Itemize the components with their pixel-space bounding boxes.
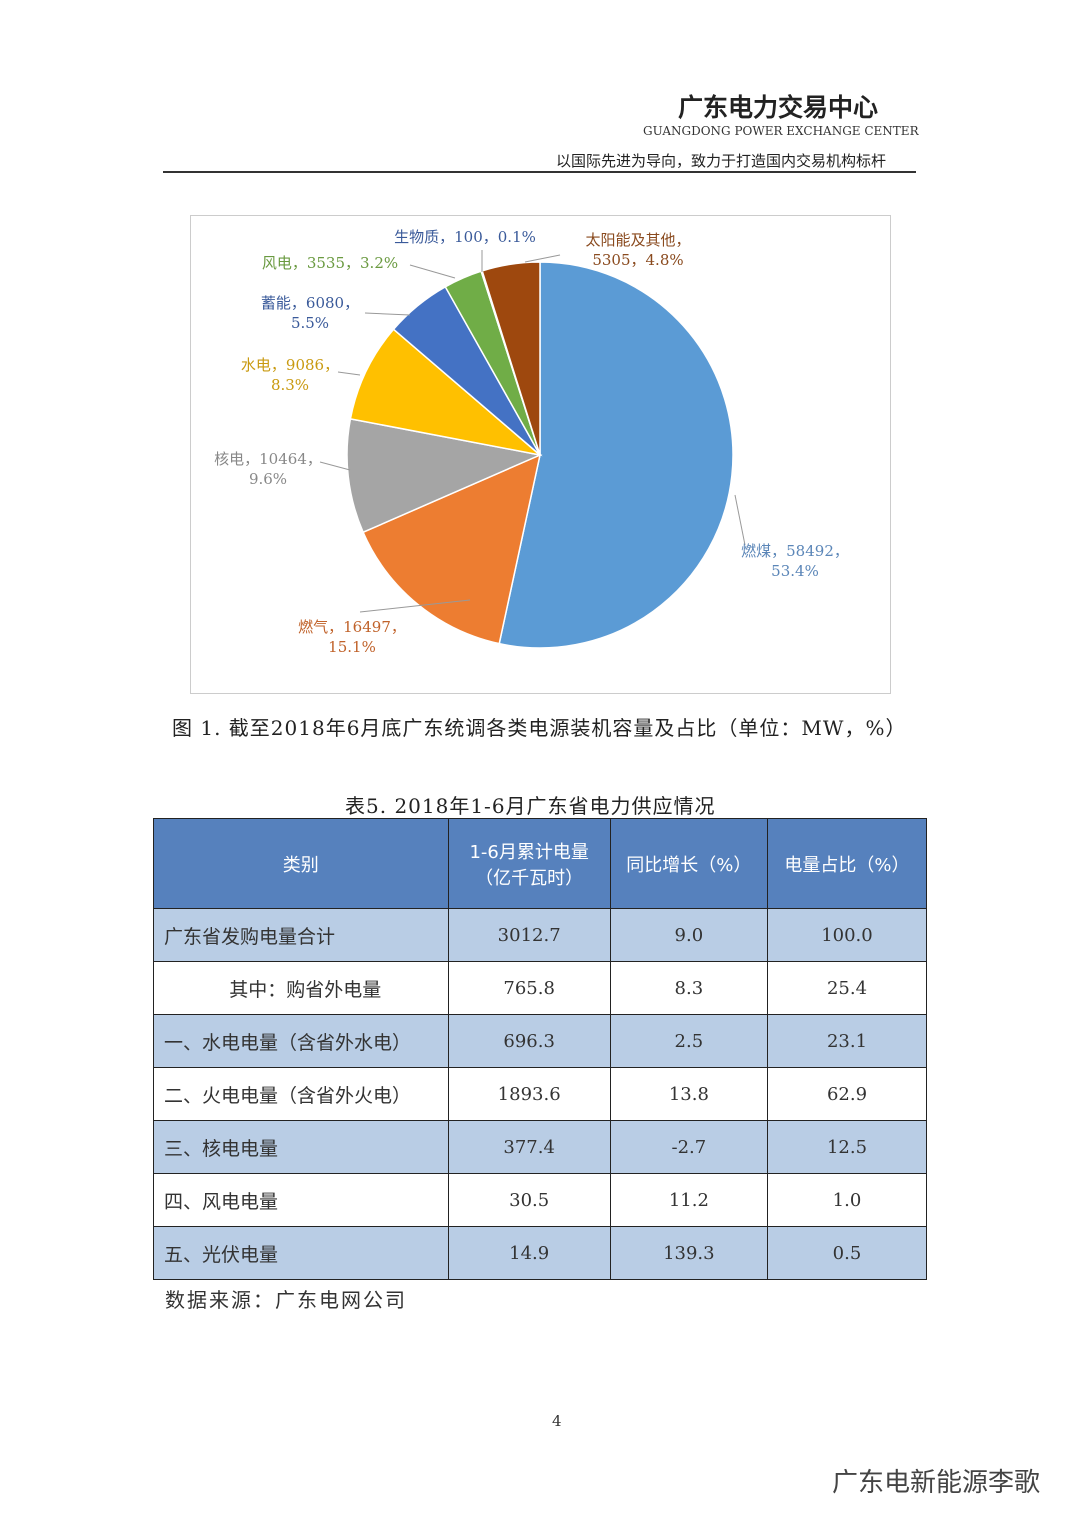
slice-label: 核电，10464， <box>214 450 322 468</box>
table-row: 五、光伏电量 14.9 139.3 0.5 <box>153 1226 928 1280</box>
slice-label: 9.6% <box>249 470 287 488</box>
table-cell: 14.9 <box>447 1226 611 1280</box>
header-cell: 1-6月累计电量 （亿千瓦时） <box>447 818 611 909</box>
pie-slice <box>346 417 543 534</box>
slogan: 以国际先进为导向，致力于打造国内交易机构标杆 <box>556 152 887 170</box>
table-cell: 765.8 <box>447 961 611 1015</box>
slice-label: 5305，4.8% <box>592 251 683 269</box>
table-cell: 11.2 <box>609 1173 768 1227</box>
table-cell: 62.9 <box>766 1067 928 1121</box>
slice-label: 8.3% <box>271 376 309 394</box>
leader-line <box>319 461 351 471</box>
leader-line <box>359 599 471 613</box>
org-subtitle: GUANGDONG POWER EXCHANGE CENTER <box>643 124 919 138</box>
table-cell: 8.3 <box>609 961 768 1015</box>
table-cell: 其中：购省外电量 <box>153 961 449 1015</box>
slice-label: 15.1% <box>328 638 376 656</box>
supply-table: 类别 1-6月累计电量 （亿千瓦时） 同比增长（%） 电量占比（%） 广东省发购电量合计 3… <box>153 818 928 1280</box>
table-cell: 13.8 <box>609 1067 768 1121</box>
table-cell: 139.3 <box>609 1226 768 1280</box>
header-cell: 电量占比（%） <box>766 818 928 909</box>
table-cell: 0.5 <box>766 1226 928 1280</box>
table-row: 广东省发购电量合计 3012.7 9.0 100.0 <box>153 908 928 962</box>
table-cell: 五、光伏电量 <box>153 1226 449 1280</box>
table-cell: 377.4 <box>447 1120 611 1174</box>
slice-label: 燃煤，58492， <box>741 542 849 560</box>
slice-label: 53.4% <box>771 562 819 580</box>
table-cell: 696.3 <box>447 1014 611 1068</box>
table-cell: 二、火电电量（含省外火电） <box>153 1067 449 1121</box>
table-cell: 一、水电电量（含省外水电） <box>153 1014 449 1068</box>
table-cell: 3012.7 <box>447 908 611 962</box>
table-cell: 广东省发购电量合计 <box>153 908 449 962</box>
table-cell: 12.5 <box>766 1120 928 1174</box>
table-cell: 1.0 <box>766 1173 928 1227</box>
table-row: 三、核电电量 377.4 -2.7 12.5 <box>153 1120 928 1174</box>
header-text: （亿千瓦时） <box>475 867 584 889</box>
slice-label: 太阳能及其他， <box>585 231 690 249</box>
table-row: 其中：购省外电量 765.8 8.3 25.4 <box>153 961 928 1015</box>
table-cell: 100.0 <box>766 908 928 962</box>
table-row: 二、火电电量（含省外火电） 1893.6 13.8 62.9 <box>153 1067 928 1121</box>
header-text: 类别 <box>282 854 319 876</box>
leader-line <box>364 312 411 316</box>
pie-slice <box>498 261 734 649</box>
table-row: 一、水电电量（含省外水电） 696.3 2.5 23.1 <box>153 1014 928 1068</box>
pie-slice <box>349 328 543 457</box>
org-title: 广东电力交易中心 <box>678 93 879 122</box>
table-cell: 23.1 <box>766 1014 928 1068</box>
slice-label: 风电，3535，3.2% <box>262 254 398 272</box>
table-title: 表5. 2018年1-6月广东省电力供应情况 <box>345 794 716 818</box>
header-cell: 同比增长（%） <box>609 818 768 909</box>
table-cell: 1893.6 <box>447 1067 611 1121</box>
table-cell: 25.4 <box>766 961 928 1015</box>
table-cell: 四、风电电量 <box>153 1173 449 1227</box>
table-cell: 三、核电电量 <box>153 1120 449 1174</box>
slice-label: 燃气，16497， <box>298 618 406 636</box>
watermark: 广东电新能源李歌 <box>832 1468 1041 1498</box>
header-rule <box>163 171 916 173</box>
source-note: 数据来源：广东电网公司 <box>165 1288 407 1312</box>
table-cell: -2.7 <box>609 1120 768 1174</box>
pie-slice <box>362 453 542 645</box>
header-cell: 类别 <box>153 818 449 909</box>
slice-label: 蓄能，6080， <box>261 294 359 312</box>
header-text: 同比增长（%） <box>626 854 752 876</box>
table-cell: 30.5 <box>447 1173 611 1227</box>
header-text: 1-6月累计电量 <box>469 841 589 863</box>
header-text: 电量占比（%） <box>784 854 910 876</box>
slice-label: 5.5% <box>291 314 329 332</box>
figure-caption: 图 1. 截至2018年6月底广东统调各类电源装机容量及占比（单位：MW，%） <box>172 716 907 740</box>
table-cell: 2.5 <box>609 1014 768 1068</box>
pie-chart: 燃煤，58492， 53.4% 燃气，16497， 15.1% 核电，10464， 9.6… <box>214 228 849 656</box>
chart-frame <box>190 215 891 694</box>
table-cell: 9.0 <box>609 908 768 962</box>
page-number: 4 <box>552 1412 562 1430</box>
slice-label: 生物质，100，0.1% <box>394 228 536 246</box>
slice-label: 水电，9086， <box>241 356 339 374</box>
leader-line <box>409 264 456 279</box>
table-row: 四、风电电量 30.5 11.2 1.0 <box>153 1173 928 1227</box>
header-row: 类别 1-6月累计电量 （亿千瓦时） 同比增长（%） 电量占比（%） <box>153 818 928 909</box>
leader-line <box>524 254 561 263</box>
leader-line <box>337 371 361 376</box>
leader-line <box>734 494 746 546</box>
